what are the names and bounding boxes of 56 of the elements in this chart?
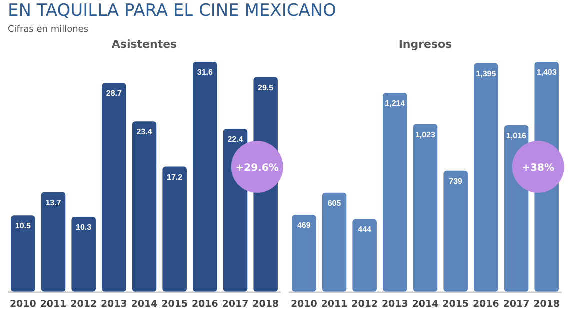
data-label: 10.5 bbox=[15, 222, 32, 231]
x-tick-label: 2015 bbox=[442, 299, 470, 310]
x-tick-label: 2015 bbox=[162, 299, 188, 310]
bar bbox=[383, 92, 408, 292]
x-tick-label: 2016 bbox=[192, 299, 219, 310]
data-label: 1,016 bbox=[506, 131, 528, 140]
data-label: 10.3 bbox=[76, 223, 92, 232]
bar bbox=[41, 192, 66, 292]
x-tick-label: 2014 bbox=[131, 299, 158, 310]
x-tick-label: 2014 bbox=[412, 299, 440, 310]
bar bbox=[413, 124, 438, 292]
chart-title: Asistentes bbox=[112, 38, 178, 51]
data-label: 1,214 bbox=[385, 98, 406, 108]
data-label: 13.7 bbox=[46, 198, 62, 208]
x-tick-label: 2013 bbox=[382, 299, 408, 310]
data-label: 1,403 bbox=[536, 68, 558, 77]
data-label: 739 bbox=[449, 176, 464, 186]
annotation: +29.6% bbox=[236, 163, 279, 174]
bar bbox=[474, 63, 498, 292]
data-label: 23.4 bbox=[136, 128, 153, 137]
bar bbox=[352, 219, 377, 292]
data-label: 22.4 bbox=[228, 134, 244, 144]
bar bbox=[102, 83, 126, 292]
bar bbox=[444, 170, 468, 292]
x-tick-label: 2011 bbox=[321, 299, 348, 310]
data-label: 469 bbox=[297, 221, 312, 230]
bar bbox=[322, 192, 347, 292]
x-tick-label: 2010 bbox=[10, 299, 37, 310]
data-label: 605 bbox=[328, 198, 342, 208]
data-label: 31.6 bbox=[197, 68, 214, 77]
bar bbox=[162, 166, 187, 292]
x-tick-label: 2012 bbox=[70, 299, 98, 310]
data-label: 28.7 bbox=[106, 89, 122, 98]
data-label: 1,023 bbox=[415, 130, 436, 140]
data-label: 1,395 bbox=[476, 69, 497, 78]
bar bbox=[11, 216, 36, 292]
data-label: 444 bbox=[358, 225, 372, 234]
bar bbox=[72, 217, 96, 292]
x-tick-label: 2018 bbox=[252, 299, 280, 310]
bar bbox=[193, 62, 218, 292]
x-tick-label: 2012 bbox=[352, 299, 378, 310]
x-tick-label: 2013 bbox=[100, 299, 128, 310]
x-tick-label: 2011 bbox=[40, 299, 67, 310]
text: EN TAQUILLA PARA EL CINE MEXICANO bbox=[8, 1, 336, 21]
data-label: 17.2 bbox=[167, 172, 184, 182]
text: Cifras en millones bbox=[8, 25, 89, 35]
bar bbox=[132, 122, 157, 292]
bar bbox=[292, 215, 316, 292]
data-label: 29.5 bbox=[258, 83, 274, 92]
x-tick-label: 2017 bbox=[503, 299, 530, 310]
x-tick-label: 2018 bbox=[534, 299, 560, 310]
annotation: +38% bbox=[522, 163, 555, 174]
x-tick-label: 2017 bbox=[222, 299, 249, 310]
x-tick-label: 2010 bbox=[290, 299, 318, 310]
x-tick-label: 2016 bbox=[472, 299, 500, 310]
chart-title: Ingresos bbox=[398, 38, 453, 51]
